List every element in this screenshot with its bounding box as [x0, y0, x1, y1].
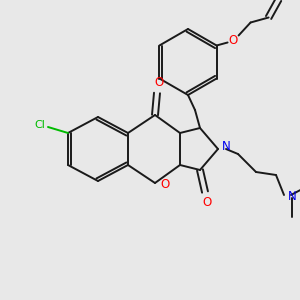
Text: N: N — [288, 190, 296, 203]
Text: O: O — [154, 76, 164, 89]
Text: O: O — [202, 196, 211, 209]
Text: O: O — [160, 178, 169, 191]
Text: O: O — [228, 34, 237, 47]
Text: Cl: Cl — [34, 120, 45, 130]
Text: N: N — [222, 140, 230, 154]
